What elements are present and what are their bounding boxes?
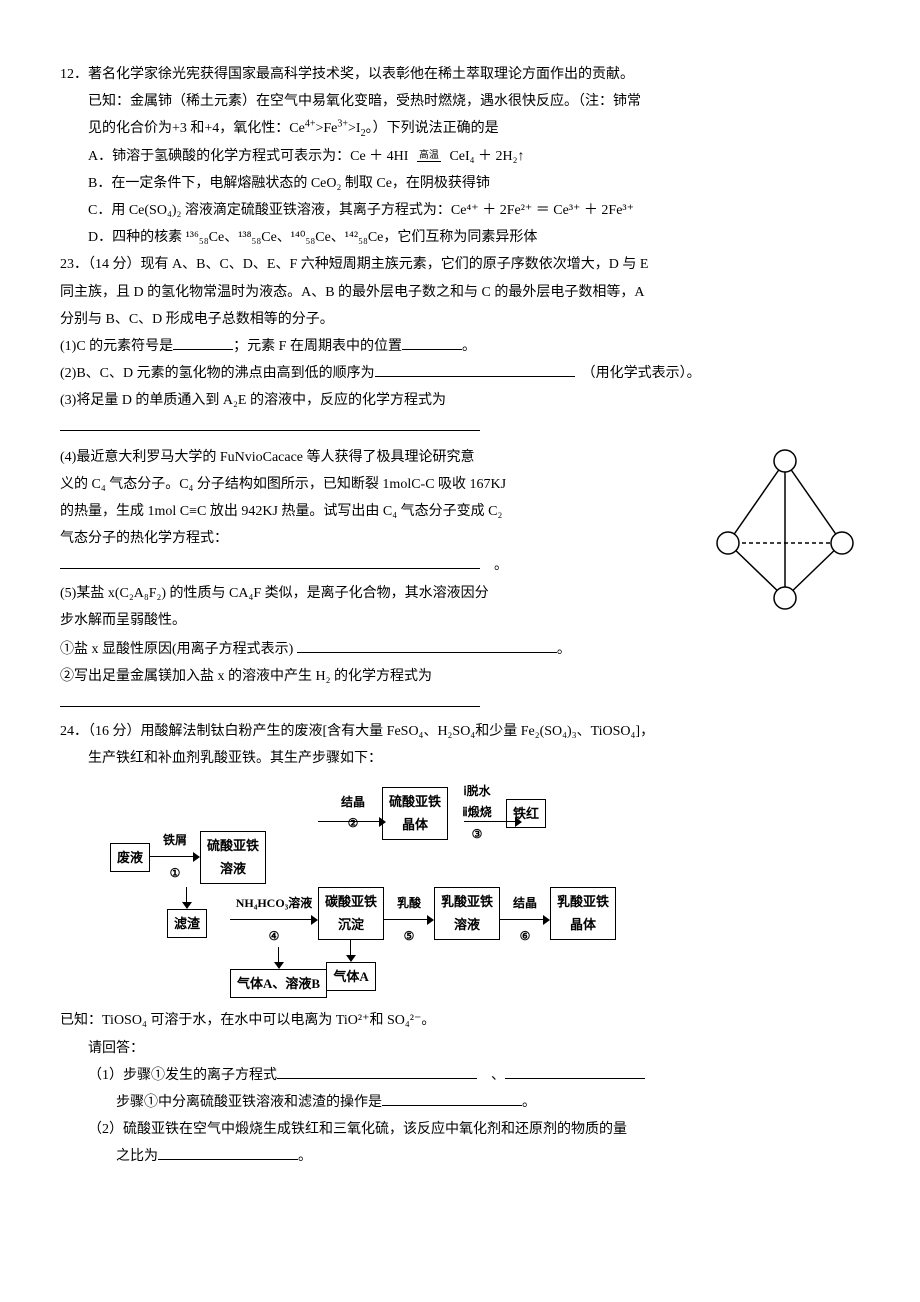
fc-label-5: ⑤: [404, 926, 415, 948]
q23-line2: 同主族，且 D 的氢化物常温时为液态。A、B 的最外层电子数之和与 C 的最外层…: [60, 280, 860, 305]
q23-line3: 分别与 B、C、D 形成电子总数相等的分子。: [60, 307, 860, 332]
blank-field[interactable]: [402, 335, 462, 350]
q24-note: 已知：TiOSO₄ 可溶于水，在水中可以电离为 TiO²⁺和 SO₄²⁻。: [60, 1008, 860, 1033]
q23-p2b: （用化学式表示）。: [589, 366, 701, 381]
q23-p4b: 义的 C₄ 气态分子。C₄ 分子结构如图所示，已知断裂 1molC-C 吸收 1…: [60, 472, 700, 497]
q23-p5d-blank: [60, 691, 860, 716]
dot: 。: [494, 558, 508, 573]
q24-p2b-txt: 之比为: [116, 1149, 158, 1164]
fc-label-6: ⑥: [520, 926, 531, 948]
dot: 。: [522, 1095, 536, 1110]
process-flowchart: 结晶 ② 硫酸亚铁 晶体 ⅰ脱水 ⅱ煅烧 ③ 铁红 废液 铁屑 ① 硫酸亚铁 溶…: [110, 781, 810, 999]
q24-line1: 24．（16 分）用酸解法制钛白粉产生的废液[含有大量 FeSO₄、H₂SO₄和…: [60, 719, 860, 744]
arrow-right-icon: [318, 816, 386, 828]
blank-field[interactable]: [297, 638, 557, 653]
fc-box-feso4sol: 硫酸亚铁 溶液: [200, 831, 266, 884]
blank-field[interactable]: [60, 416, 480, 431]
blank-field[interactable]: [173, 335, 233, 350]
q12-line1: 12．著名化学家徐光宪获得国家最高科学技术奖，以表彰他在稀土萃取理论方面作出的贡…: [60, 62, 860, 87]
blank-field[interactable]: [382, 1091, 522, 1106]
fc-label-1: ①: [170, 863, 181, 885]
blank-field[interactable]: [60, 554, 480, 569]
q12-line2: 已知：金属铈（稀土元素）在空气中易氧化变暗，受热时燃烧，遇水很快反应。（注：铈常: [60, 89, 860, 114]
q24-p1c: 步骤①中分离硫酸亚铁溶液和滤渣的操作是 。: [60, 1090, 860, 1115]
q12-line3: 见的化合价为+3 和+4，氧化性：Ce4+>Fe3+>I2。）下列说法正确的是: [60, 116, 860, 141]
q24-p2b: 之比为 。: [60, 1144, 860, 1169]
sep: 、: [491, 1068, 505, 1083]
arrow-right-icon: [464, 816, 522, 828]
fc-box-residue: 滤渣: [167, 909, 207, 938]
q23-p4c: 的热量，生成 1mol C≡C 放出 942KJ 热量。试写出由 C₄ 气态分子…: [60, 499, 700, 524]
q12-stem3b: ）下列说法正确的是: [373, 121, 499, 136]
q23-p1: (1)C 的元素符号是 ；元素 F 在周期表中的位置 。: [60, 334, 860, 359]
fc-box-feso4cry: 硫酸亚铁 晶体: [382, 787, 448, 840]
eq-cond: 高温: [417, 150, 441, 162]
dot: 。: [557, 642, 571, 657]
arrow-right-icon: [230, 914, 318, 926]
q12-A-left: A．铈溶于氢碘酸的化学方程式可表示为：Ce ＋ 4HI: [88, 149, 412, 164]
q23-p2a: (2)B、C、D 元素的氢化物的沸点由高到低的顺序为: [60, 366, 375, 381]
q23-p5a: (5)某盐 x(C₂A₈F₂) 的性质与 CA₄F 类似，是离子化合物，其水溶液…: [60, 581, 700, 606]
fc-box-waste: 废液: [110, 843, 150, 872]
fc-box-gasA: 气体A: [326, 962, 375, 991]
q12-optD: D．四种的核素 ¹³⁶₅₈Ce、¹³⁸₅₈Ce、¹⁴⁰₅₈Ce、¹⁴²₅₈Ce，…: [60, 225, 860, 250]
q23-p4-block: (4)最近意大利罗马大学的 FuNvioCacace 等人获得了极具理论研究意 …: [60, 443, 860, 635]
q24-p1a: （1）步骤①发生的离子方程式 、: [60, 1063, 860, 1088]
q24-p1a-txt: （1）步骤①发生的离子方程式: [88, 1068, 277, 1083]
blank-field[interactable]: [375, 362, 575, 377]
fc-label-lactic: 乳酸: [397, 893, 421, 915]
q23-p5c-txt: ①盐 x 显酸性原因(用离子方程式表示): [60, 642, 297, 657]
q12-optA: A．铈溶于氢碘酸的化学方程式可表示为：Ce ＋ 4HI 高温 CeI₄ ＋ 2H…: [60, 144, 860, 169]
fc-label-iron: 铁屑: [163, 830, 187, 852]
arrow-right-icon: [500, 914, 550, 926]
fc-label-4: ④: [269, 926, 280, 948]
blank-field[interactable]: [158, 1145, 298, 1160]
dot: 。: [298, 1149, 312, 1164]
q23-p2: (2)B、C、D 元素的氢化物的沸点由高到低的顺序为 （用化学式表示）。: [60, 361, 860, 386]
q23-p4d: 气态分子的热化学方程式：: [60, 526, 700, 551]
arrow-down-icon: [181, 887, 193, 909]
arrow-right-icon: [384, 914, 434, 926]
q24-line2: 生产铁红和补血剂乳酸亚铁。其生产步骤如下：: [60, 746, 860, 771]
q12-optC: C．用 Ce(SO₄)₂ 溶液滴定硫酸亚铁溶液，其离子方程式为：Ce⁴⁺ ＋ 2…: [60, 198, 860, 223]
arrow-down-icon: [273, 947, 285, 969]
blank-field[interactable]: [277, 1064, 477, 1079]
blank-field[interactable]: [505, 1064, 645, 1079]
dot: 。: [462, 339, 476, 354]
q23-p5d: ②写出足量金属镁加入盐 x 的溶液中产生 H₂ 的化学方程式为: [60, 664, 860, 689]
q24-p1c-txt: 步骤①中分离硫酸亚铁溶液和滤渣的操作是: [116, 1095, 382, 1110]
q23-p3: (3)将足量 D 的单质通入到 A₂E 的溶液中，反应的化学方程式为: [60, 388, 860, 413]
arrow-down-icon: [345, 940, 357, 962]
fc-box-gasAB: 气体A、溶液B: [230, 969, 327, 998]
eq-arrow-icon: 高温: [412, 151, 446, 161]
q23-p4-blank: 。: [60, 553, 700, 578]
q23-p4a: (4)最近意大利罗马大学的 FuNvioCacace 等人获得了极具理论研究意: [60, 445, 700, 470]
q24-p2a: （2）硫酸亚铁在空气中煅烧生成铁红和三氧化硫，该反应中氧化剂和还原剂的物质的量: [60, 1117, 860, 1142]
q23-p3-blank: [60, 415, 860, 440]
fc-label-cryst: 结晶: [341, 792, 365, 814]
q23-line1: 23．（14 分）现有 A、B、C、D、E、F 六种短周期主族元素，它们的原子序…: [60, 252, 860, 277]
q12-num: 12．: [60, 67, 88, 82]
q23-p1b: ；元素 F 在周期表中的位置: [233, 339, 402, 354]
fc-box-feco3: 碳酸亚铁 沉淀: [318, 887, 384, 940]
q12-stem1: 著名化学家徐光宪获得国家最高科学技术奖，以表彰他在稀土萃取理论方面作出的贡献。: [88, 67, 634, 82]
q23-p1a: (1)C 的元素符号是: [60, 339, 173, 354]
q12-optB: B．在一定条件下，电解熔融状态的 CeO₂ 制取 Ce，在阴极获得铈: [60, 171, 860, 196]
q24-ask: 请回答：: [60, 1036, 860, 1061]
fc-label-nh4hco3: NH₄HCO₃溶液: [236, 893, 313, 915]
q23-p5c: ①盐 x 显酸性原因(用离子方程式表示) 。: [60, 637, 860, 662]
fc-label-cryst2: 结晶: [513, 893, 537, 915]
blank-field[interactable]: [60, 692, 480, 707]
fc-box-lacsol: 乳酸亚铁 溶液: [434, 887, 500, 940]
fc-box-laccry: 乳酸亚铁 晶体: [550, 887, 616, 940]
c4-molecule-diagram: [700, 443, 860, 622]
arrow-right-icon: [150, 851, 200, 863]
q23-p5b: 步水解而呈弱酸性。: [60, 608, 700, 633]
q12-A-right: CeI₄ ＋ 2H₂↑: [446, 149, 525, 164]
q12-stem3a: 见的化合价为+3 和+4，氧化性：Ce: [88, 121, 305, 136]
